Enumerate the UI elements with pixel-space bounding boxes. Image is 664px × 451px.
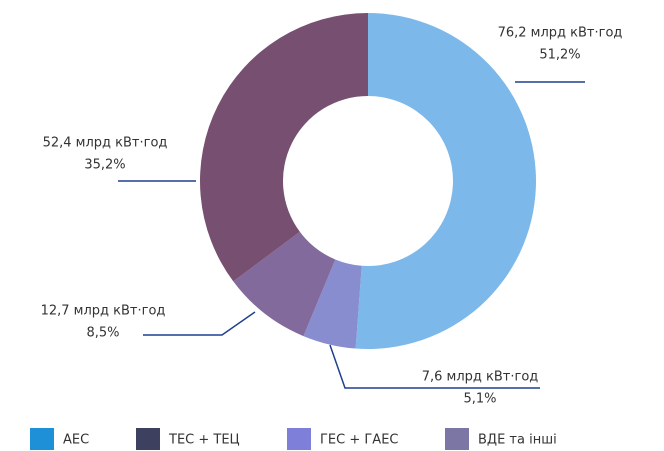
legend-label: АЕС	[63, 433, 89, 448]
legend-label: ГЕС + ГАЕС	[320, 433, 399, 448]
value-label: 7,6 млрд кВт·год	[422, 370, 539, 385]
donut-slice	[200, 13, 368, 282]
legend-swatch	[445, 428, 469, 450]
percent-label: 35,2%	[84, 158, 125, 173]
value-label: 76,2 млрд кВт·год	[498, 26, 623, 41]
donut-slice	[233, 231, 336, 337]
percent-label: 5,1%	[463, 392, 496, 407]
value-label: 12,7 млрд кВт·год	[41, 304, 166, 319]
percent-label: 51,2%	[539, 48, 580, 63]
legend-swatch	[30, 428, 54, 450]
donut-slice	[303, 259, 362, 349]
value-label: 52,4 млрд кВт·год	[43, 136, 168, 151]
legend-swatch	[136, 428, 160, 450]
leader-line	[143, 311, 256, 336]
donut-slice	[355, 13, 536, 349]
percent-label: 8,5%	[86, 326, 119, 341]
legend-label: ВДЕ та інші	[478, 433, 557, 448]
leader-line	[329, 344, 540, 389]
legend-swatch	[287, 428, 311, 450]
legend-label: ТЕС + ТЕЦ	[168, 433, 240, 448]
